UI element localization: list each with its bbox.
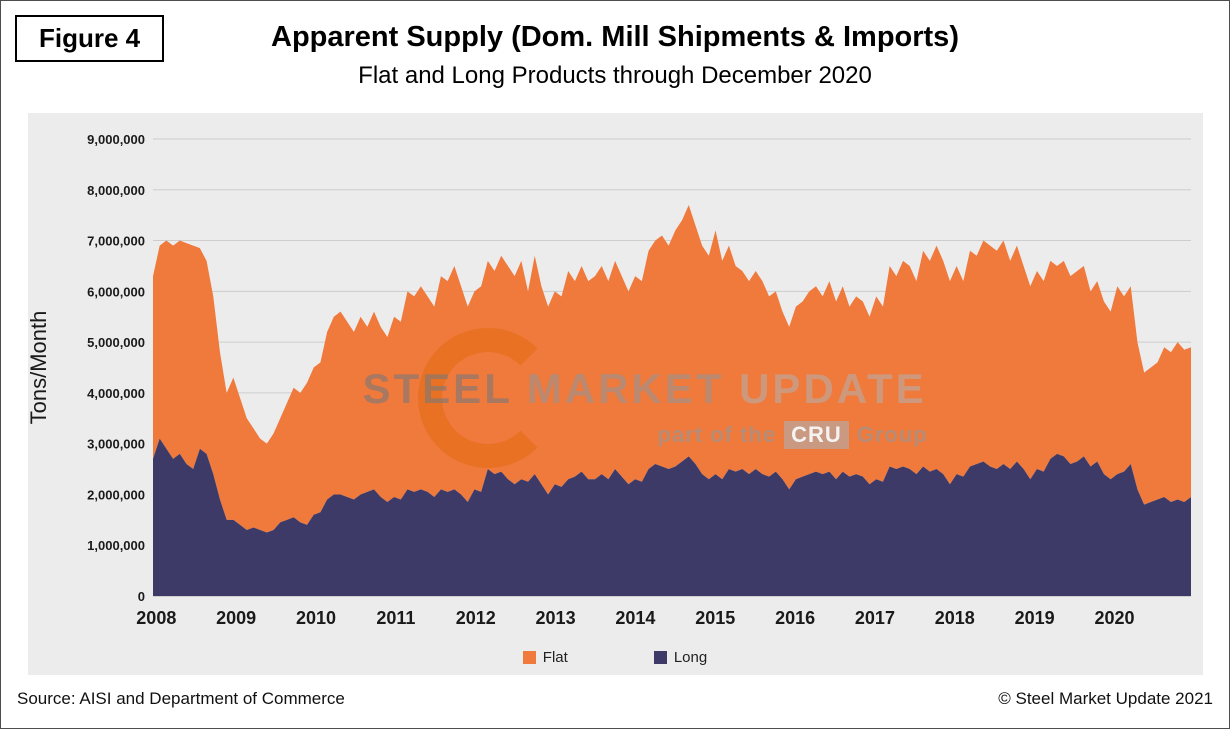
- long-area-series: [152, 438, 1191, 596]
- legend-swatch-long: [653, 650, 667, 664]
- y-axis-tick-label: 3,000,000: [87, 437, 145, 452]
- y-axis-title: Tons/Month: [28, 311, 51, 425]
- chart-footer: Source: AISI and Department of Commerce …: [1, 675, 1229, 709]
- figure-label: Figure 4: [15, 15, 165, 62]
- y-axis-tick-label: 4,000,000: [87, 386, 145, 401]
- chart-legend: Flat Long: [28, 645, 1203, 669]
- stacked-area-plot: 0 1,000,000 2,000,000 3,000,000 4,000,000 5,0…: [28, 132, 1191, 628]
- x-axis-year-label: 2011: [376, 608, 415, 628]
- x-axis-year-label: 2016: [775, 608, 815, 628]
- x-axis-year-label: 2020: [1094, 608, 1134, 628]
- y-axis-tick-label: 8,000,000: [87, 183, 145, 198]
- legend-label-long: Long: [673, 648, 708, 666]
- flat-area-series: [152, 205, 1191, 533]
- chart-header: Figure 4 Apparent Supply (Dom. Mill Ship…: [1, 1, 1229, 107]
- x-axis-year-label: 2019: [1014, 608, 1054, 628]
- source-note: Source: AISI and Department of Commerce: [17, 689, 345, 708]
- y-axis-tick-label: 5,000,000: [87, 335, 145, 350]
- legend-item-flat: Flat: [522, 648, 568, 666]
- x-axis-year-label: 2009: [216, 608, 256, 628]
- y-axis-tick-label: 2,000,000: [87, 487, 145, 502]
- x-axis-year-label: 2013: [535, 608, 575, 628]
- copyright-note: © Steel Market Update 2021: [998, 689, 1213, 708]
- x-axis-year-label: 2008: [136, 608, 176, 628]
- y-axis-tick-label: 0: [137, 589, 144, 604]
- x-axis-year-label: 2015: [695, 608, 735, 628]
- x-axis-year-label: 2014: [615, 608, 655, 628]
- x-axis-year-label: 2017: [854, 608, 894, 628]
- y-axis-tick-label: 6,000,000: [87, 284, 145, 299]
- legend-label-flat: Flat: [542, 648, 568, 666]
- chart-subtitle: Flat and Long Products through December …: [358, 62, 872, 89]
- x-axis-year-label: 2010: [295, 608, 335, 628]
- legend-item-long: Long: [653, 648, 708, 666]
- legend-swatch-flat: [522, 650, 536, 664]
- chart-area: 0 1,000,000 2,000,000 3,000,000 4,000,000 5,0…: [27, 113, 1203, 675]
- y-axis-tick-label: 9,000,000: [87, 132, 145, 147]
- y-axis-tick-label: 1,000,000: [87, 538, 145, 553]
- chart-title: Apparent Supply (Dom. Mill Shipments & I…: [271, 21, 959, 53]
- y-axis-tick-label: 7,000,000: [87, 234, 145, 249]
- x-axis-year-label: 2012: [455, 608, 495, 628]
- x-axis-year-label: 2018: [934, 608, 974, 628]
